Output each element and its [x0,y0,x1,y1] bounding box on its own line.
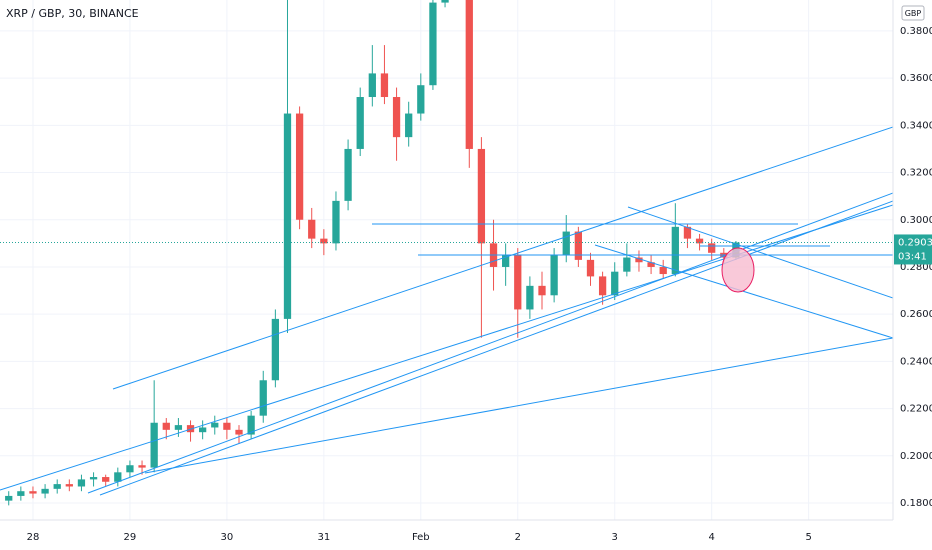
x-tick-label: 3 [612,532,618,543]
candle-body [598,276,607,296]
candle-body [392,97,401,138]
candle-body [647,262,655,267]
x-tick-label: 31 [317,532,330,543]
candle-body [223,422,231,430]
candle-body [295,113,304,220]
candle-body [683,226,692,239]
x-tick-label: 30 [221,532,234,543]
candle-body [562,231,570,256]
candle-body [368,73,376,98]
candle-body [574,231,583,260]
last-price-label: 0.29038 [898,237,932,248]
trend-line [0,204,893,491]
candle-body [550,255,558,296]
x-tick-label: 5 [805,532,811,543]
x-tick-label: 28 [27,532,40,543]
candle-body [380,73,389,98]
candle-body [186,425,195,433]
x-tick-label: 2 [515,532,521,543]
candle-body [344,148,352,201]
currency-label: GBP [905,9,922,18]
candle-body [526,285,534,310]
candle-body [138,465,146,468]
trend-line [112,126,893,390]
candle-body [538,285,546,296]
candle-body [211,422,219,428]
candle-body [405,113,413,138]
x-tick-label: Feb [412,532,430,543]
y-tick-label: 0.38000 [900,26,932,37]
candle-body [671,226,679,275]
candle-body [247,415,255,435]
candle-body [29,491,37,494]
candle-body [271,318,280,381]
grid [0,0,893,520]
trend-line [87,192,893,494]
candle-body [586,259,595,277]
candle-body [53,484,61,489]
candle-body [623,257,631,272]
countdown-label: 03:41 [898,251,927,262]
candle-body [235,429,243,435]
candle-body [17,491,25,496]
trend-line [594,244,893,339]
candle-body [332,200,340,244]
candle-body [259,380,267,416]
candle-body [441,0,449,3]
currency-box[interactable] [901,5,925,21]
candle-body [308,219,316,239]
candle-body [695,238,704,244]
candle-body [502,255,510,267]
candle-body [65,484,73,487]
trend-line [627,206,893,299]
candle-body [150,422,158,468]
trend-line [99,200,893,496]
candle-body [5,495,13,501]
candle-body [174,425,183,430]
chart-title: XRP / GBP, 30, BINANCE [6,7,139,20]
candle-body [162,422,170,430]
candle-body [102,477,110,482]
x-tick-label: 4 [708,532,714,543]
candle-body [611,271,619,296]
candle-body [417,85,425,114]
candle-body [356,97,364,149]
last-price-box [894,234,932,265]
candle-body [659,266,667,275]
candle-body [199,427,207,433]
trend-lines [0,126,893,496]
candle-body [114,472,122,482]
candle-body [283,113,292,319]
x-tick-label: 29 [124,532,137,543]
candle-body [477,148,486,244]
candle-body [514,255,522,310]
candle-body [635,257,643,263]
candles [5,0,740,506]
highlight-ellipse [721,247,755,293]
candle-body [320,238,328,244]
candle-body [126,465,134,473]
candle-body [89,477,98,480]
candle-body [41,488,49,494]
trend-line [144,337,893,474]
candle-body [465,0,473,149]
candle-body [708,243,716,253]
candle-body [429,2,437,86]
candle-body [77,479,86,487]
